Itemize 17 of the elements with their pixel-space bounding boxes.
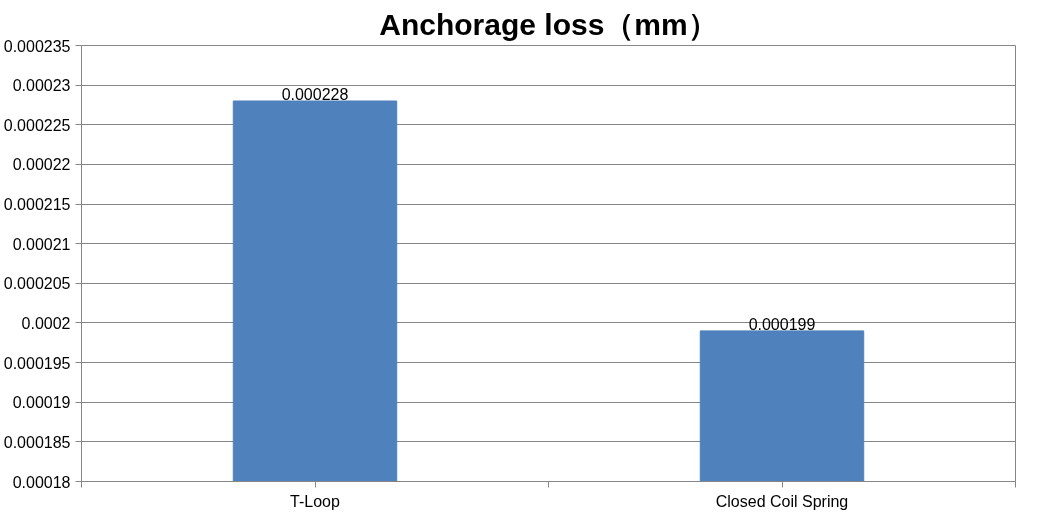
y-tick-label: 0.000195 (3, 354, 71, 372)
chart-title: Anchorage loss（mm） (379, 7, 718, 41)
y-tick-label: 0.00021 (12, 235, 71, 253)
x-tick-label: T-Loop (290, 492, 341, 510)
y-tick-label: 0.000235 (3, 37, 71, 55)
y-tick-label: 0.00018 (12, 473, 71, 491)
y-tick-label: 0.000205 (3, 275, 71, 293)
y-tick-label: 0.0002 (21, 314, 71, 332)
data-label: 0.000228 (281, 85, 349, 103)
x-tick-label: Closed Coil Spring (715, 492, 849, 510)
y-tick-label: 0.00019 (12, 394, 71, 412)
y-tick-label: 0.00023 (12, 77, 71, 95)
y-tick-label: 0.000225 (3, 116, 71, 134)
y-tick-label: 0.000215 (3, 196, 71, 214)
y-tick-label: 0.000185 (3, 433, 71, 451)
data-label: 0.000199 (748, 315, 816, 333)
y-tick-label: 0.00022 (12, 156, 71, 174)
